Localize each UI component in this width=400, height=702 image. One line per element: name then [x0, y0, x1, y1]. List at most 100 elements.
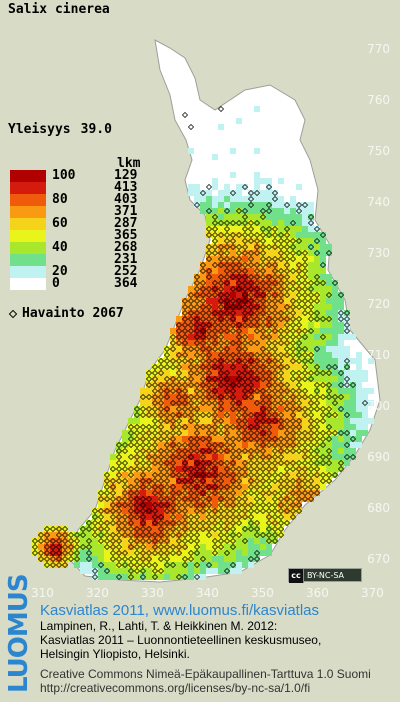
observation-marker: [211, 249, 219, 257]
grid-cell: [320, 238, 326, 244]
grid-cell: [140, 424, 146, 430]
observation-marker: [289, 483, 297, 491]
observation-marker: [325, 405, 333, 413]
observation-marker: [151, 369, 159, 377]
grid-cell: [140, 418, 146, 424]
observation-marker: [277, 483, 285, 491]
observation-marker: [307, 315, 315, 323]
grid-cell: [170, 442, 176, 448]
observation-marker: [187, 315, 195, 323]
observation-marker: [115, 465, 123, 473]
observation-marker: [277, 249, 285, 257]
observation-marker: [307, 489, 315, 497]
grid-cell: [272, 358, 278, 364]
grid-cell: [314, 274, 320, 280]
observation-marker: [103, 537, 111, 545]
observation-marker: [217, 339, 225, 347]
grid-cell: [218, 388, 224, 394]
observation-marker: [139, 393, 147, 401]
grid-cell: [74, 544, 80, 550]
grid-cell: [182, 520, 188, 526]
grid-cell: [50, 532, 56, 538]
observation-marker: [115, 573, 123, 581]
observation-marker: [307, 303, 315, 311]
grid-cell: [224, 202, 230, 208]
observation-marker: [271, 339, 279, 347]
license-url[interactable]: http://creativecommons.org/licenses/by-n…: [40, 681, 311, 695]
grid-cell: [350, 382, 356, 388]
observation-marker: [307, 375, 315, 383]
cc-icon: cc: [289, 569, 304, 583]
grid-cell: [290, 502, 296, 508]
observation-marker: [301, 447, 309, 455]
grid-cell: [116, 496, 122, 502]
grid-cell: [284, 460, 290, 466]
grid-cell: [356, 436, 362, 442]
grid-cell: [296, 406, 302, 412]
grid-cell: [266, 232, 272, 238]
site-link[interactable]: Kasviatlas 2011, www.luomus.fi/kasviatla…: [40, 602, 320, 619]
grid-cell: [278, 352, 284, 358]
observation-marker: [235, 417, 243, 425]
grid-cell: [242, 430, 248, 436]
grid-cell: [212, 406, 218, 412]
grid-cell: [212, 298, 218, 304]
grid-cell: [152, 574, 158, 580]
observation-marker: [313, 387, 321, 395]
grid-cell: [92, 532, 98, 538]
license-badge[interactable]: cc BY-NC-SA: [288, 568, 362, 583]
observation-marker: [307, 405, 315, 413]
grid-cell: [194, 526, 200, 532]
observation-marker: [127, 525, 135, 533]
grid-cell: [134, 484, 140, 490]
observation-marker: [169, 525, 177, 533]
grid-cell: [260, 436, 266, 442]
observation-marker: [163, 459, 171, 467]
grid-cell: [62, 526, 68, 532]
observation-marker: [157, 357, 165, 365]
grid-cell: [236, 310, 242, 316]
observation-marker: [175, 471, 183, 479]
grid-cell: [182, 412, 188, 418]
observation-marker: [199, 369, 207, 377]
observation-marker: [235, 333, 243, 341]
grid-cell: [326, 298, 332, 304]
grid-cell: [266, 238, 272, 244]
observation-marker: [211, 261, 219, 269]
grid-cell: [158, 496, 164, 502]
grid-cell: [344, 310, 350, 316]
observation-marker: [181, 573, 189, 581]
grid-cell: [326, 310, 332, 316]
observation-marker: [169, 411, 177, 419]
observation-marker: [253, 411, 261, 419]
grid-cell: [194, 184, 200, 190]
grid-cell: [236, 316, 242, 322]
grid-cell: [218, 262, 224, 268]
observation-marker: [295, 435, 303, 443]
observation-marker: [229, 357, 237, 365]
observation-marker: [301, 363, 309, 371]
grid-cell: [302, 244, 308, 250]
observation-marker: [265, 291, 273, 299]
grid-cell: [230, 346, 236, 352]
grid-cell: [224, 322, 230, 328]
grid-cell: [248, 514, 254, 520]
grid-cell: [242, 448, 248, 454]
grid-cell: [224, 304, 230, 310]
grid-cell: [266, 262, 272, 268]
grid-cell: [248, 454, 254, 460]
grid-cell: [296, 286, 302, 292]
observation-marker: [229, 321, 237, 329]
grid-cell: [212, 208, 218, 214]
grid-cell: [284, 412, 290, 418]
grid-cell: [314, 346, 320, 352]
grid-cell: [212, 304, 218, 310]
grid-cell: [260, 484, 266, 490]
grid-cell: [218, 274, 224, 280]
grid-cell: [104, 514, 110, 520]
observation-marker: [139, 525, 147, 533]
grid-cell: [218, 436, 224, 442]
grid-cell: [194, 346, 200, 352]
observation-marker: [205, 357, 213, 365]
grid-cell: [296, 292, 302, 298]
